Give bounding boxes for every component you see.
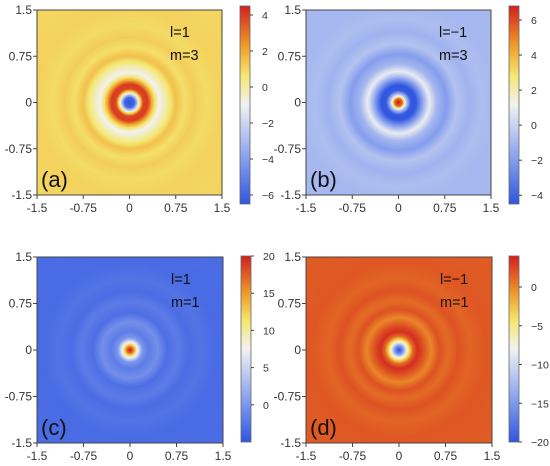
x-tick-label: 0: [396, 449, 403, 463]
colorbar-gradient: [508, 255, 520, 443]
colorbar-tick-label: −4: [262, 154, 274, 166]
y-tick-label: 1.5: [284, 3, 301, 17]
colorbar-tick-label: 15: [263, 288, 275, 300]
parameter-label: l=1: [171, 272, 191, 288]
colorbar-gradient: [508, 5, 520, 205]
colorbar-tick-label: 5: [263, 363, 269, 375]
y-tick-label: 0: [294, 343, 301, 357]
colorbar-gradient: [239, 5, 251, 205]
y-tick-label: -1.5: [280, 436, 301, 450]
x-tick-label: 0: [395, 201, 402, 215]
colorbar: 0 −5 −10 −15 −20: [508, 255, 549, 449]
x-tick-label: -1.5: [27, 449, 48, 463]
colorbar-tick-label: −15: [531, 398, 549, 410]
y-tick-label: 0.75: [9, 49, 33, 63]
colorbar-tick-label: −10: [531, 360, 549, 372]
colorbar: 6 4 2 0 −2 −4: [508, 5, 543, 205]
parameter-label: l=1: [170, 25, 190, 41]
heatmap: [37, 257, 223, 443]
panel-label: (d): [310, 415, 337, 440]
parameter-label: m=3: [439, 48, 468, 64]
parameter-label: l=−1: [439, 25, 467, 41]
y-tick-label: 0: [25, 96, 32, 110]
heatmap-core: [398, 349, 400, 351]
colorbar-tick-label: 0: [531, 120, 537, 132]
heatmap-core: [129, 349, 131, 351]
colorbar-tick-label: 0: [262, 82, 268, 94]
parameter-label: m=1: [440, 295, 469, 311]
y-tick-label: -1.5: [11, 436, 32, 450]
heatmap: [37, 10, 222, 195]
y-tick-label: -1.5: [11, 188, 32, 202]
panel-label: (c): [41, 415, 67, 440]
colorbar-tick-label: 20: [263, 251, 275, 263]
x-tick-label: -1.5: [296, 449, 317, 463]
colorbar-tick-label: 0: [263, 400, 269, 412]
colorbar-tick-label: −4: [531, 190, 543, 202]
colorbar-tick-label: 4: [262, 10, 268, 22]
x-tick-label: 1.5: [215, 449, 232, 463]
x-tick-label: -1.5: [27, 201, 48, 215]
heatmap: [306, 257, 492, 443]
y-tick-label: 0: [294, 96, 301, 110]
colorbar-tick-label: 10: [263, 325, 275, 337]
x-tick-label: -0.75: [70, 201, 98, 215]
y-tick-label: -0.75: [5, 390, 33, 404]
y-tick-label: 1.5: [15, 3, 32, 17]
colorbar-tick-label: 0: [531, 282, 537, 294]
y-tick-label: 0.75: [9, 297, 33, 311]
x-tick-label: 0.75: [165, 449, 189, 463]
colorbar-tick-label: 6: [531, 15, 537, 27]
x-tick-label: 0.75: [433, 201, 457, 215]
x-tick-label: 0.75: [164, 201, 188, 215]
colorbar-tick-label: 4: [531, 50, 537, 62]
y-tick-label: -0.75: [274, 390, 302, 404]
x-tick-label: -1.5: [296, 201, 317, 215]
x-tick-label: -0.75: [70, 449, 98, 463]
y-tick-label: 1.5: [15, 250, 32, 264]
colorbar-tick-label: −20: [531, 437, 549, 449]
panel-c: -1.5 -0.75 0 0.75 1.5 -1.5 -0.75 0 0.75 1.5 (c) l=1…: [5, 250, 275, 463]
colorbar-tick-label: −2: [531, 155, 543, 167]
panel-label: (b): [310, 167, 337, 192]
x-tick-label: 0.75: [434, 449, 458, 463]
x-tick-label: 1.5: [214, 201, 231, 215]
x-tick-label: 0: [127, 449, 134, 463]
colorbar-tick-label: −6: [262, 190, 274, 202]
y-tick-label: 0: [25, 343, 32, 357]
x-tick-label: -0.75: [339, 449, 367, 463]
panel-b: -1.5 -0.75 0 0.75 1.5 -1.5 -0.75 0 0.75 1.5 (b) l=−…: [274, 3, 543, 215]
y-tick-label: -0.75: [5, 142, 33, 156]
heatmap-core: [128, 101, 131, 104]
parameter-label: l=−1: [440, 272, 468, 288]
colorbar-tick-label: −5: [531, 321, 543, 333]
panel-label: (a): [41, 167, 68, 192]
y-tick-label: -0.75: [274, 142, 302, 156]
colorbar-tick-label: −2: [262, 118, 274, 130]
colorbar: 20 15 10 5 0: [240, 251, 275, 443]
x-tick-label: -0.75: [339, 201, 367, 215]
colorbar-gradient: [240, 255, 252, 443]
heatmap: [306, 10, 491, 195]
y-tick-label: 1.5: [284, 250, 301, 264]
parameter-label: m=3: [170, 48, 199, 64]
parameter-label: m=1: [171, 295, 200, 311]
y-tick-label: -1.5: [280, 188, 301, 202]
y-tick-label: 0.75: [278, 49, 302, 63]
x-tick-label: 1.5: [484, 449, 501, 463]
heatmap-core: [397, 101, 400, 104]
panel-a: -1.5 -0.75 0 0.75 1.5 -1.5 -0.75 0 0.75 1.5 (a) l=1…: [5, 3, 274, 215]
y-tick-label: 0.75: [278, 297, 302, 311]
x-tick-label: 1.5: [483, 201, 500, 215]
panel-d: -1.5 -0.75 0 0.75 1.5 -1.5 -0.75 0 0.75 1.5 (d) l=−…: [274, 250, 549, 463]
colorbar-tick-label: 2: [262, 46, 268, 58]
x-tick-label: 0: [126, 201, 133, 215]
colorbar: 4 2 0 −2 −4 −6: [239, 5, 274, 205]
colorbar-tick-label: 2: [531, 85, 537, 97]
